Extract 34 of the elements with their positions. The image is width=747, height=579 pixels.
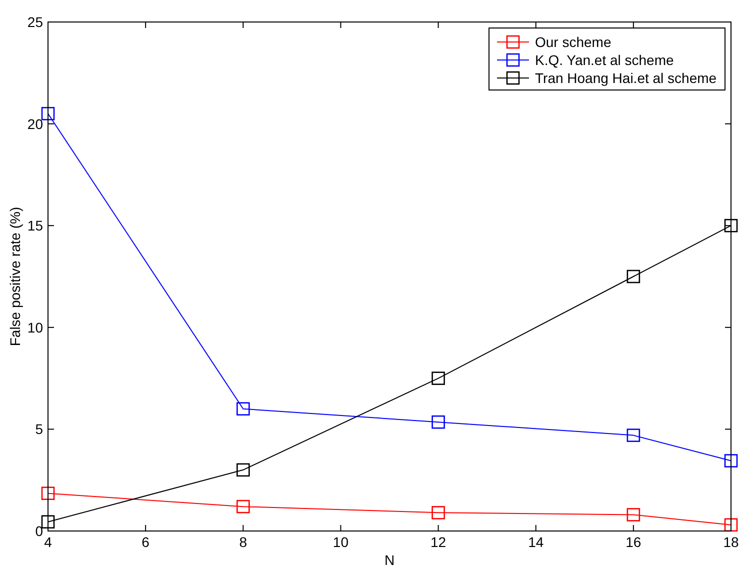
point bbox=[41, 486, 55, 500]
x-tick-label: 6 bbox=[142, 534, 150, 550]
point bbox=[41, 515, 55, 528]
legend-label: Tran Hoang Hai.et al scheme bbox=[535, 70, 717, 86]
y-tick-label: 15 bbox=[27, 218, 44, 234]
point bbox=[626, 428, 640, 442]
x-tick-label: 12 bbox=[430, 534, 446, 550]
y-tick-label: 5 bbox=[35, 421, 44, 438]
point bbox=[432, 415, 445, 429]
x-axis-title: N bbox=[384, 552, 395, 568]
point bbox=[724, 454, 738, 468]
x-tick-label: 4 bbox=[44, 534, 52, 550]
point bbox=[626, 508, 640, 522]
x-tick-label: 16 bbox=[626, 534, 642, 550]
point bbox=[236, 402, 250, 416]
point bbox=[724, 218, 738, 232]
y-tick-label: 20 bbox=[27, 116, 44, 132]
point bbox=[432, 506, 445, 520]
x-tick-label: 14 bbox=[528, 534, 544, 550]
y-tick-label: 25 bbox=[27, 14, 44, 30]
x-tick-label: 10 bbox=[332, 534, 349, 550]
y-tick-label: 0 bbox=[35, 523, 44, 539]
point bbox=[724, 518, 738, 532]
point bbox=[236, 463, 250, 477]
legend-label: Our scheme bbox=[535, 34, 612, 50]
point bbox=[41, 106, 55, 120]
point bbox=[626, 270, 640, 284]
y-tick-label: 10 bbox=[27, 319, 44, 336]
point bbox=[432, 372, 445, 385]
y-axis-title: False positive rate (%) bbox=[7, 206, 23, 346]
legend-label: K.Q. Yan.et al scheme bbox=[535, 52, 674, 68]
x-tick-label: 8 bbox=[239, 534, 248, 550]
x-tick-label: 18 bbox=[723, 534, 739, 550]
point bbox=[236, 500, 250, 514]
